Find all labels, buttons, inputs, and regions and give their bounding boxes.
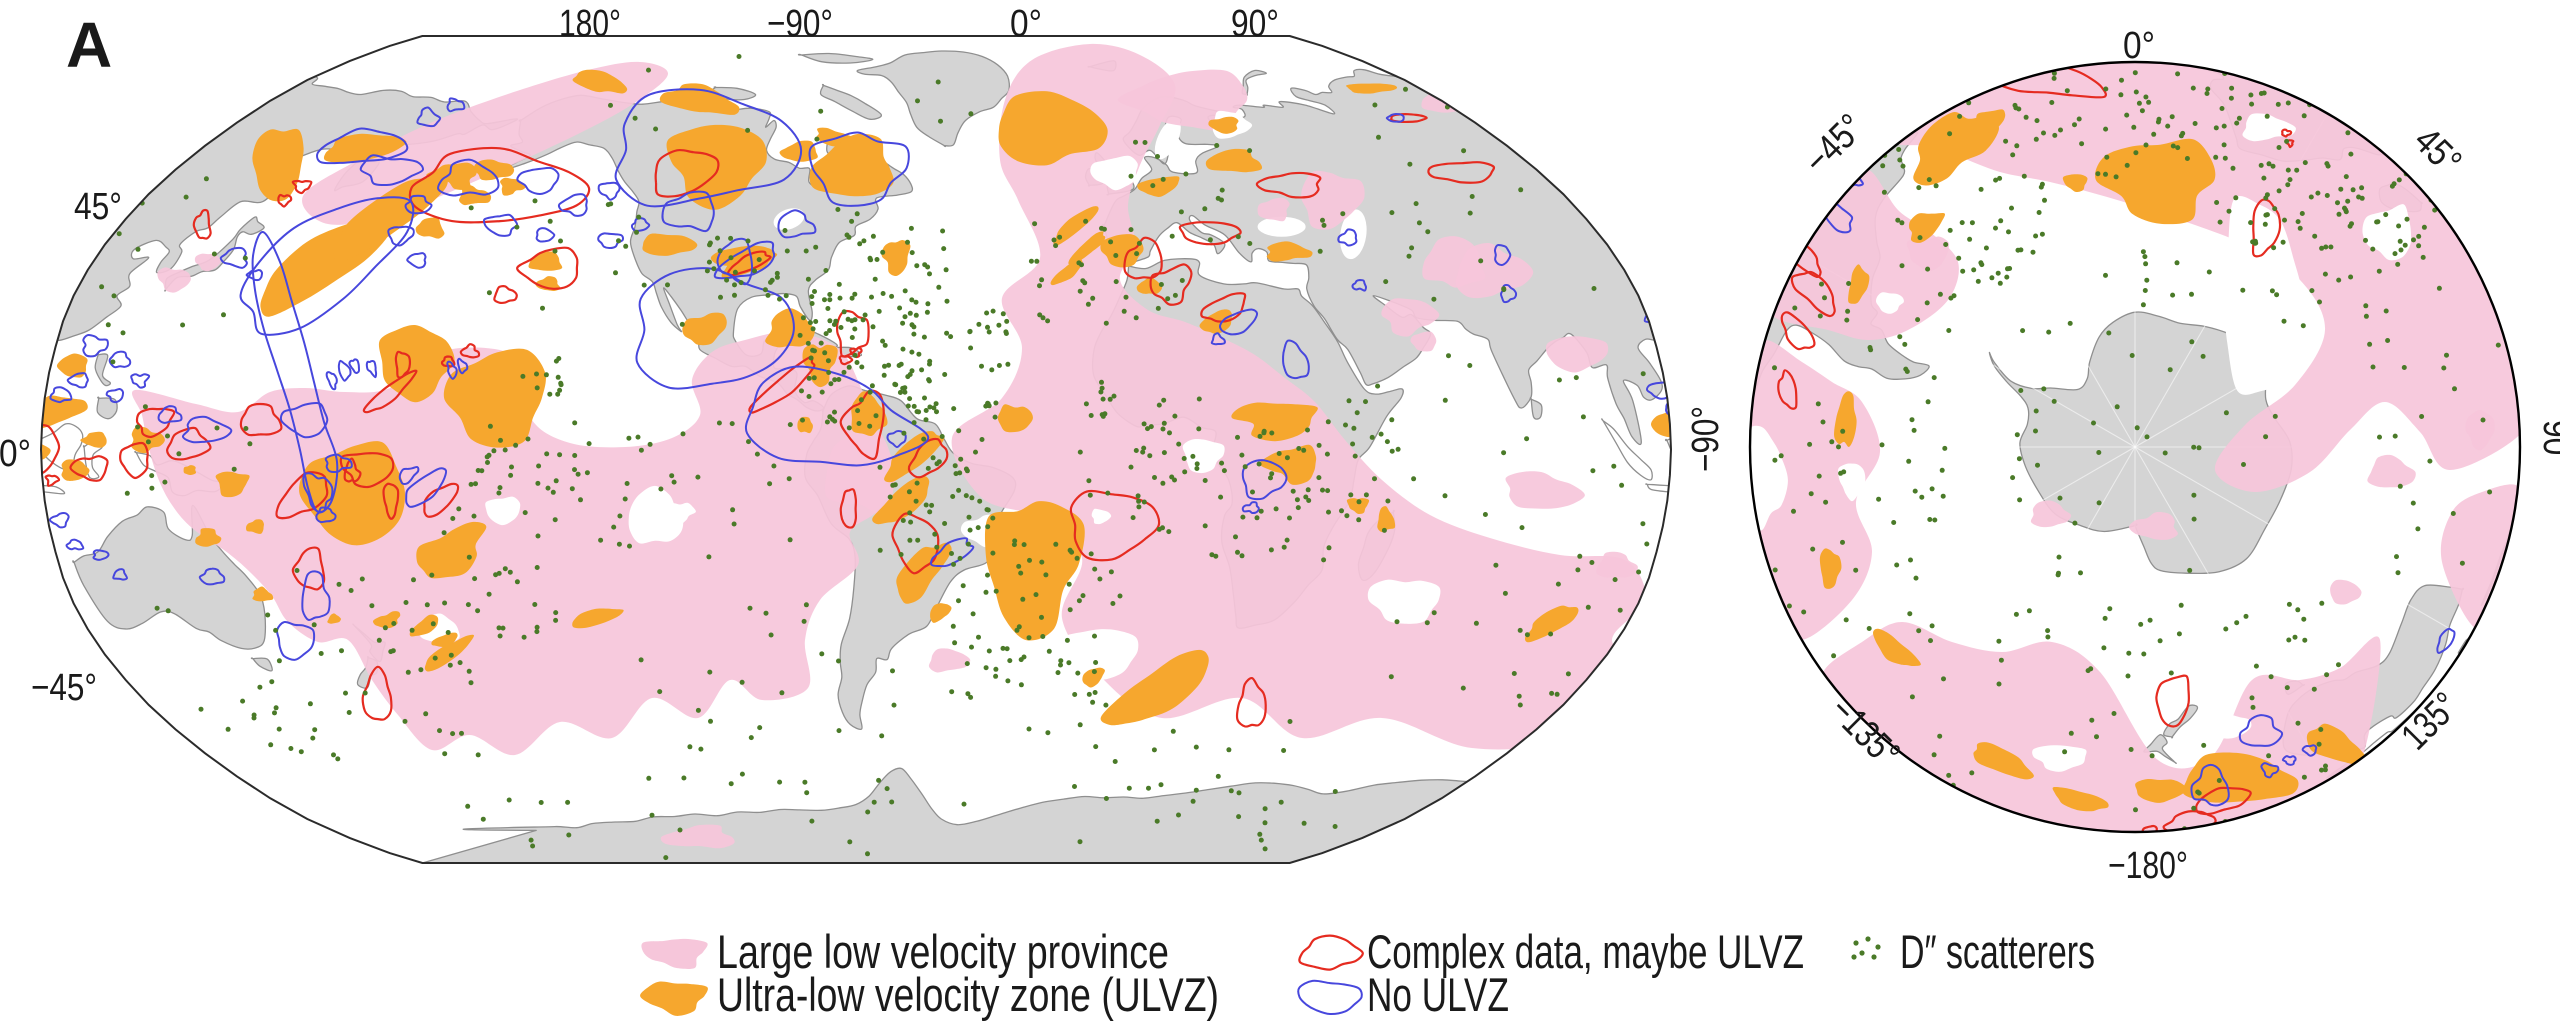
svg-text:Large low velocity province: Large low velocity province [717, 925, 1169, 978]
svg-text:90°: 90° [1231, 3, 1279, 45]
svg-text:−90°: −90° [767, 3, 833, 45]
svg-text:90°: 90° [2535, 420, 2560, 468]
svg-text:D″ scatterers: D″ scatterers [1900, 925, 2095, 978]
svg-text:0°: 0° [0, 433, 31, 475]
svg-text:0°: 0° [1010, 3, 1042, 45]
svg-text:Ultra-low velocity zone (ULVZ): Ultra-low velocity zone (ULVZ) [717, 968, 1219, 1021]
svg-text:−90°: −90° [1685, 406, 1727, 472]
svg-text:No ULVZ: No ULVZ [1367, 968, 1509, 1021]
svg-text:−45°: −45° [31, 667, 97, 709]
svg-text:Complex data, maybe ULVZ: Complex data, maybe ULVZ [1367, 925, 1804, 978]
svg-text:45°: 45° [74, 186, 122, 228]
svg-text:0°: 0° [2123, 25, 2155, 67]
svg-text:180°: 180° [559, 3, 621, 45]
svg-text:A: A [66, 9, 112, 81]
svg-text:−180°: −180° [2108, 845, 2188, 887]
